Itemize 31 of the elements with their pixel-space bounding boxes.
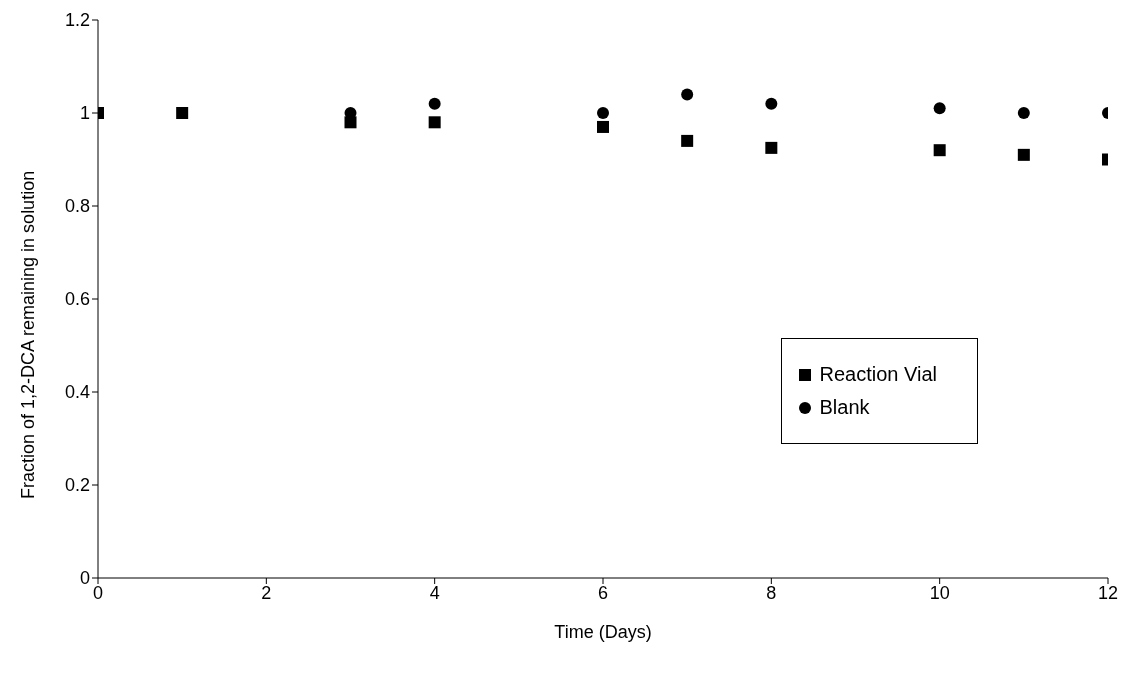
y-tick-label: 1.2: [64, 10, 90, 31]
x-tick-label: 4: [429, 582, 440, 603]
point: [597, 107, 609, 119]
x-tick-label: 8: [766, 582, 777, 603]
point: [176, 107, 189, 119]
point: [428, 97, 441, 110]
point: [933, 102, 946, 115]
y-tick-label: 0.4: [64, 382, 90, 403]
point: [1017, 107, 1030, 119]
legend-label: Reaction Vial: [819, 363, 937, 386]
y-axis-title: Fraction of 1,2-DCA remaining in solution: [18, 170, 39, 499]
x-tick-label: 0: [92, 582, 104, 603]
x-axis-title: Time (Days): [554, 622, 652, 642]
point: [681, 88, 694, 101]
y-tick-label: 0.2: [64, 475, 90, 496]
x-tick-label: 10: [929, 582, 950, 603]
legend-label: Blank: [819, 396, 870, 419]
point: [1017, 148, 1030, 161]
x-tick-label: 2: [261, 582, 272, 603]
point: [681, 134, 694, 147]
x-tick-label: 6: [597, 582, 609, 603]
point: [765, 141, 778, 154]
point: [933, 144, 946, 157]
y-tick-label: 0.6: [64, 289, 90, 310]
point: [597, 120, 609, 133]
y-tick-label: 0: [79, 568, 90, 589]
point: [765, 97, 778, 110]
y-tick-label: 0.8: [64, 196, 90, 217]
y-tick-label: 1: [79, 103, 90, 124]
x-tick-label: 12: [1097, 582, 1119, 603]
point: [428, 116, 441, 129]
